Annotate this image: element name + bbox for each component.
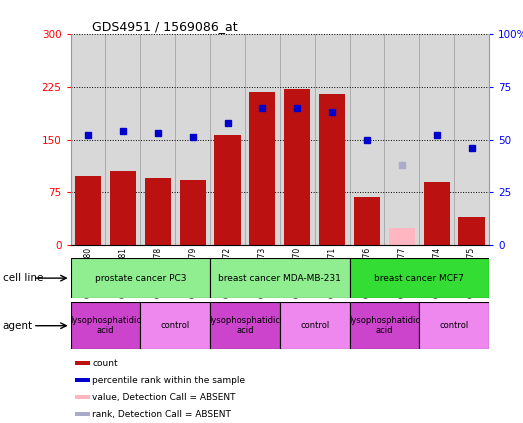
Text: lysophosphatidic
acid: lysophosphatidic acid (70, 316, 141, 335)
Text: rank, Detection Call = ABSENT: rank, Detection Call = ABSENT (92, 410, 231, 419)
Text: percentile rank within the sample: percentile rank within the sample (92, 376, 245, 385)
Bar (71, 258, 210, 298)
Bar (110, 171, 136, 245)
Bar (349, 258, 489, 298)
Text: lysophosphatidic
acid: lysophosphatidic acid (209, 316, 280, 335)
Bar (210, 258, 349, 298)
Bar (419, 34, 454, 245)
Bar (75, 412, 90, 416)
Bar (280, 34, 315, 245)
Bar (315, 34, 349, 245)
Text: control: control (300, 321, 329, 330)
Bar (419, 302, 489, 349)
Text: lysophosphatidic
acid: lysophosphatidic acid (349, 316, 420, 335)
Bar (75, 378, 90, 382)
Bar (179, 181, 206, 245)
Bar (245, 34, 280, 245)
Bar (140, 34, 175, 245)
Bar (71, 34, 106, 245)
Bar (354, 198, 380, 245)
Text: count: count (92, 359, 118, 368)
Text: agent: agent (3, 321, 33, 331)
Text: breast cancer MCF7: breast cancer MCF7 (374, 274, 464, 283)
Bar (145, 179, 171, 245)
Bar (71, 302, 140, 349)
Bar (175, 34, 210, 245)
Bar (349, 302, 419, 349)
Bar (75, 176, 101, 245)
Bar (349, 34, 384, 245)
Text: cell line: cell line (3, 273, 43, 283)
Bar (284, 89, 310, 245)
Bar (75, 396, 90, 399)
Text: GDS4951 / 1569086_at: GDS4951 / 1569086_at (92, 20, 237, 33)
Bar (454, 34, 489, 245)
Text: value, Detection Call = ABSENT: value, Detection Call = ABSENT (92, 393, 236, 401)
Bar (75, 361, 90, 365)
Text: prostate cancer PC3: prostate cancer PC3 (95, 274, 186, 283)
Bar (210, 302, 280, 349)
Bar (319, 94, 345, 245)
Bar (214, 135, 241, 245)
Bar (389, 228, 415, 245)
Bar (424, 182, 450, 245)
Bar (384, 34, 419, 245)
Bar (210, 34, 245, 245)
Bar (280, 302, 349, 349)
Text: control: control (439, 321, 469, 330)
Bar (459, 217, 485, 245)
Text: breast cancer MDA-MB-231: breast cancer MDA-MB-231 (219, 274, 341, 283)
Bar (249, 92, 276, 245)
Bar (106, 34, 140, 245)
Bar (140, 302, 210, 349)
Text: control: control (161, 321, 190, 330)
